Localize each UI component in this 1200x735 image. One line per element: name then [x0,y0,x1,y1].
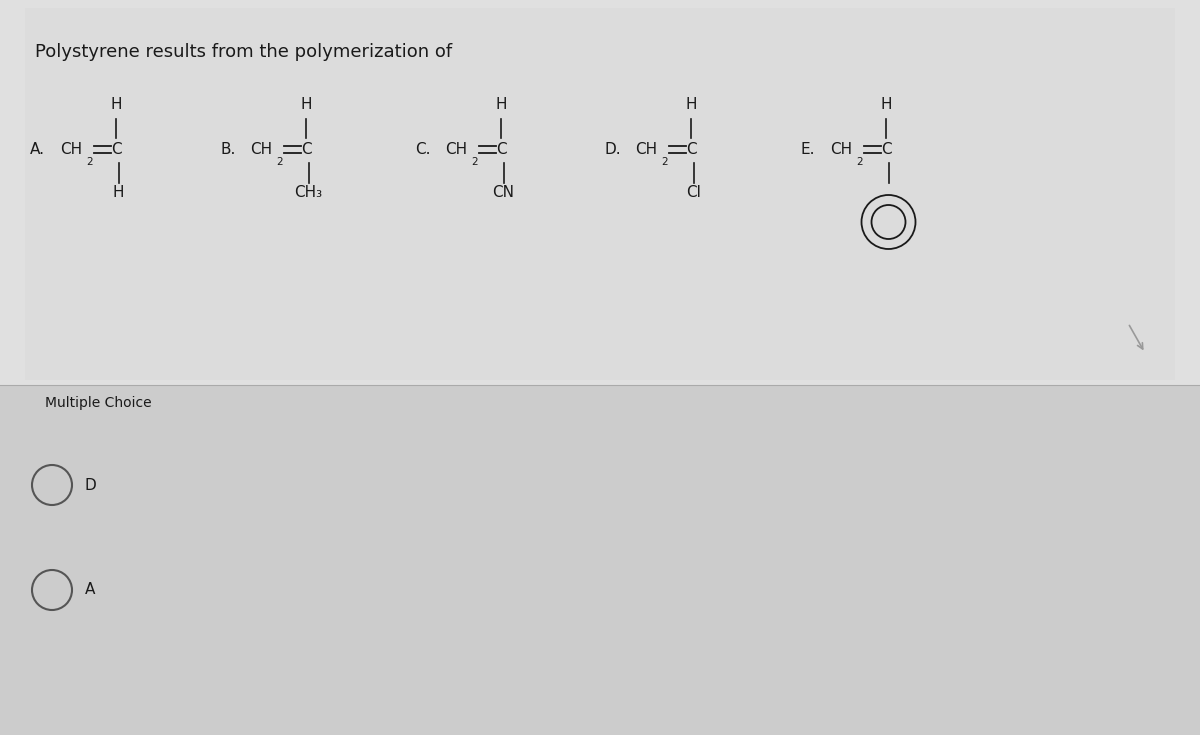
Text: A: A [85,583,95,598]
Bar [0,385,1200,735]
Text: D: D [85,478,97,492]
Text: H: H [110,98,121,112]
Text: C: C [882,143,892,157]
Text: C: C [112,143,122,157]
Text: Polystyrene results from the polymerization of: Polystyrene results from the polymerizat… [35,43,452,61]
Text: C: C [301,143,312,157]
Text: H: H [113,185,125,201]
Text: CH: CH [250,143,272,157]
Text: C: C [686,143,697,157]
Text: CH: CH [60,143,82,157]
Text: Multiple Choice: Multiple Choice [46,396,151,410]
Text: A.: A. [30,143,46,157]
Text: CH: CH [635,143,658,157]
Text: H: H [496,98,506,112]
Text: C: C [497,143,508,157]
Text: CH: CH [445,143,467,157]
Bar [25,8,1175,380]
Text: Cl: Cl [686,185,701,201]
Text: CH: CH [830,143,852,157]
Text: 2: 2 [472,157,478,167]
Text: C.: C. [415,143,431,157]
Text: H: H [881,98,892,112]
Text: B.: B. [220,143,235,157]
Text: H: H [685,98,697,112]
Text: E.: E. [800,143,815,157]
Text: D.: D. [605,143,622,157]
Text: H: H [300,98,312,112]
Text: 2: 2 [86,157,94,167]
Text: CN: CN [492,185,515,201]
Text: 2: 2 [857,157,863,167]
Text: 2: 2 [276,157,283,167]
Text: CH₃: CH₃ [294,185,323,201]
Bar [0,0,1200,385]
Text: 2: 2 [661,157,668,167]
